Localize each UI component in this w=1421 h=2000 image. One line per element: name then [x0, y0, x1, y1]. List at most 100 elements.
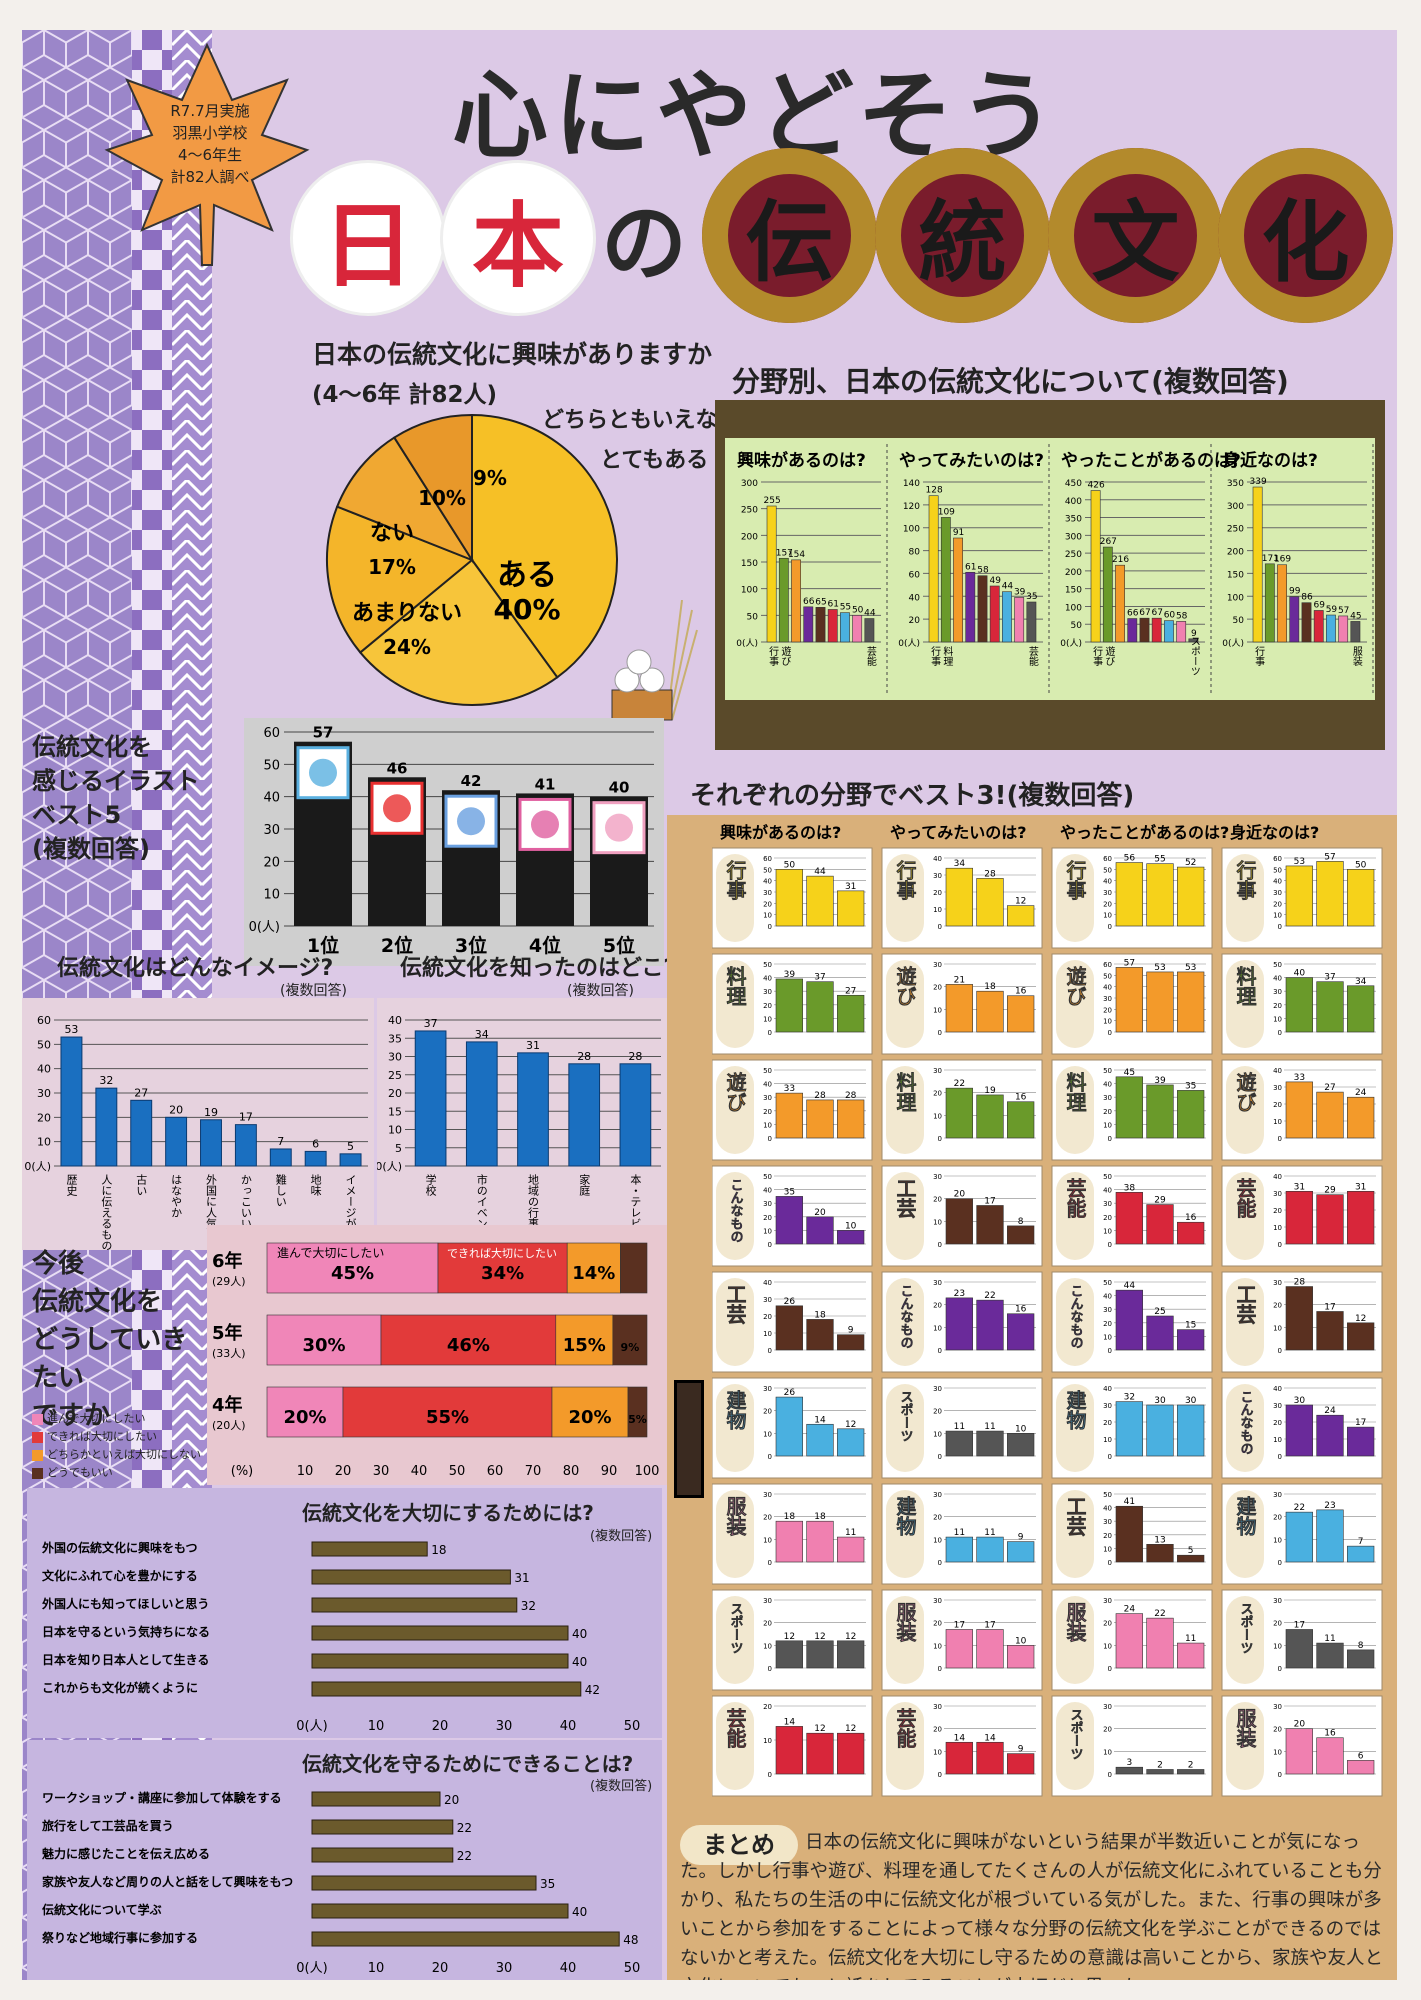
y-tick-label: 20: [1273, 1002, 1282, 1010]
field-bar-value: 60: [1164, 611, 1176, 621]
best3-category-badge: [1056, 1066, 1094, 1154]
field-bar: [1176, 621, 1187, 643]
y-tick-label: 0: [1108, 1771, 1112, 1779]
best3-bar-value: 12: [814, 1632, 825, 1642]
hbar: [311, 1681, 582, 1697]
best3-bar-value: 22: [1294, 1503, 1305, 1513]
y-tick-label: 5: [395, 1142, 402, 1155]
best3-bar: [1115, 1192, 1143, 1245]
y-tick-label: 0: [938, 1347, 942, 1355]
best3-bar: [1316, 1194, 1344, 1245]
future-segment: [266, 1242, 439, 1294]
best3-bar: [1177, 1329, 1205, 1351]
y-tick-label: 20: [763, 1408, 772, 1416]
best3-bar-value: 41: [1124, 1497, 1135, 1507]
title-char-circle: 統: [875, 148, 1050, 323]
best3-category-badge: [886, 1172, 924, 1260]
best3-category-badge: [1056, 1172, 1094, 1260]
y-tick-label: 40: [933, 855, 942, 863]
best3-category-badge: [1226, 1702, 1264, 1790]
x-tick-label: 10: [368, 1719, 385, 1734]
y-tick-label: 10: [763, 1121, 772, 1129]
field-bar-value: 426: [1088, 481, 1105, 491]
y-tick-label: 40: [1273, 1173, 1282, 1181]
best3-bar-value: 24: [1124, 1605, 1136, 1615]
y-tick-label: 60: [37, 1014, 51, 1027]
field-bar-label: スポーツ: [1188, 636, 1200, 676]
future-segment: [380, 1314, 557, 1366]
field-bar-value: 157: [776, 548, 793, 558]
best3-bar: [976, 1205, 1004, 1245]
best3-bar: [1347, 1190, 1375, 1245]
y-tick-label: 0: [1108, 1135, 1112, 1143]
best3-bar: [976, 1299, 1004, 1351]
best3-category-badge: [1226, 854, 1264, 942]
best3-bar-value: 38: [1124, 1183, 1136, 1193]
y-tick-label: 40: [388, 1014, 402, 1027]
y-tick-label: 0(人): [898, 638, 920, 649]
best3-bar: [775, 1640, 803, 1669]
important-note: (複数回答): [590, 1529, 653, 1544]
best3-bar-value: 23: [1324, 1501, 1335, 1511]
chart-bar-label: 歴史: [65, 1174, 78, 1197]
field-bar: [1338, 615, 1349, 643]
future-segment: [566, 1242, 621, 1294]
best3-bar-value: 17: [1324, 1302, 1335, 1312]
y-tick-label: 0: [768, 1135, 772, 1143]
field-bar-value: 65: [815, 597, 826, 607]
title-char-circle: 文: [1048, 148, 1223, 323]
y-tick-label: 0: [768, 1453, 772, 1461]
y-tick-label: 10: [763, 1015, 772, 1023]
best3-category-label: スポーツ: [1238, 1602, 1254, 1654]
y-tick-label: 20: [763, 1108, 772, 1116]
best3-category-badge: [716, 1384, 754, 1472]
field-bar-value: 44: [864, 609, 876, 619]
image-chart-title: 伝統文化はどんなイメージ?: [57, 956, 334, 981]
best3-bar: [837, 1640, 865, 1669]
best3-bar-value: 25: [1154, 1307, 1165, 1317]
y-tick-label: 30: [763, 988, 772, 996]
best3-bar-value: 11: [954, 1422, 965, 1432]
pie-slice-value: 17%: [368, 555, 416, 579]
legend-swatch: [32, 1413, 43, 1425]
field-bar: [815, 607, 826, 643]
illust-title-line: 伝統文化を: [32, 733, 152, 761]
hbar-value: 18: [431, 1543, 446, 1557]
y-tick-label: 10: [763, 1330, 772, 1338]
chart-bar-label: 家庭: [578, 1173, 591, 1196]
illust-rank-label: 2位: [381, 934, 413, 957]
protect-note: (複数回答): [590, 1779, 653, 1794]
field-bar: [977, 575, 988, 643]
best3-bar-value: 10: [1015, 1636, 1027, 1646]
chart-bar-value: 28: [577, 1050, 591, 1063]
y-tick-label: 10: [1103, 1748, 1112, 1756]
best3-category-badge: [886, 960, 924, 1048]
y-tick-label: 200: [741, 532, 758, 542]
best3-bar-value: 28: [845, 1091, 857, 1101]
best3-bar-value: 22: [1154, 1609, 1165, 1619]
y-tick-label: 0: [1278, 1453, 1282, 1461]
y-tick-label: 30: [1273, 1084, 1282, 1092]
illust-title-line: (複数回答): [32, 835, 150, 863]
y-tick-label: 30: [1103, 1597, 1112, 1605]
best3-bar: [775, 1520, 803, 1563]
field-bar-value: 59: [1326, 605, 1338, 615]
y-tick-label: 10: [37, 1136, 51, 1149]
best3-bar: [1115, 862, 1143, 927]
field-bar: [1289, 596, 1300, 643]
best3-bar-value: 18: [984, 982, 996, 992]
best3-category-label: 建物: [893, 1495, 917, 1537]
field-bar: [965, 571, 976, 643]
best3-bar-value: 39: [784, 970, 796, 980]
best3-category-label: 服装: [723, 1496, 747, 1537]
pie-title: 日本の伝統文化に興味がありますか: [312, 340, 713, 369]
best3-category-label: こんなもの: [728, 1178, 744, 1243]
best3-category-badge: [716, 1490, 754, 1578]
best3-category-badge: [1226, 1490, 1264, 1578]
y-tick-label: 20: [763, 1214, 772, 1222]
hbar-value: 20: [444, 1793, 459, 1807]
future-segment: [437, 1242, 568, 1294]
future-legend-item: 進んで大切にしたい: [32, 1410, 212, 1428]
best3-category-label: 服装: [893, 1602, 917, 1643]
y-tick-label: 140: [903, 479, 920, 489]
